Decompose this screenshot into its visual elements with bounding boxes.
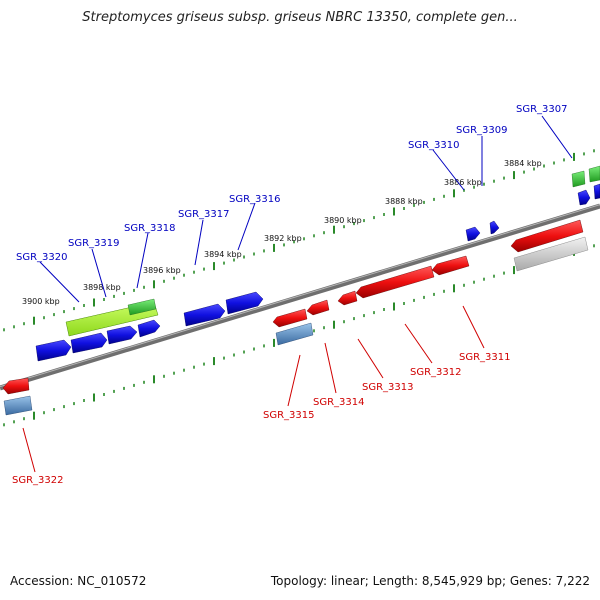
gene-sgr-3307-rna[interactable] (571, 170, 586, 188)
scale-label-3884: 3884 kbp (504, 159, 542, 168)
gene-sgr-3316b[interactable] (225, 291, 264, 315)
scale-label-3900: 3900 kbp (22, 297, 60, 306)
gene-sgr-3309[interactable] (489, 220, 500, 235)
gene-sgr-3306-pseudo[interactable] (513, 236, 589, 272)
scale-label-3888: 3888 kbp (385, 197, 423, 206)
gene-sgr-3318[interactable] (106, 325, 138, 345)
gene-sgr-3314[interactable] (306, 299, 330, 316)
gene-sgr-3322-pseudo[interactable] (3, 395, 33, 416)
gene-label-sgr-3316[interactable]: SGR_3316 (229, 194, 281, 205)
gene-sgr-3311[interactable] (431, 255, 470, 276)
gene-sgr-3316[interactable] (183, 303, 226, 327)
genome-backbone (0, 203, 600, 391)
scale-label-3890: 3890 kbp (324, 216, 362, 225)
gene-sgr-3306[interactable] (510, 219, 584, 253)
gene-label-sgr-3318[interactable]: SGR_3318 (124, 223, 176, 234)
gene-label-sgr-3317[interactable]: SGR_3317 (178, 209, 230, 220)
gene-label-sgr-3309[interactable]: SGR_3309 (456, 125, 508, 136)
gene-label-sgr-3311[interactable]: SGR_3311 (459, 352, 511, 363)
gene-label-sgr-3315[interactable]: SGR_3315 (263, 410, 315, 421)
scale-label-3886: 3886 kbp (444, 178, 482, 187)
gene-label-sgr-3312[interactable]: SGR_3312 (410, 367, 462, 378)
label-leaders (22, 115, 573, 473)
gene-sgr-3315-pseudo[interactable] (275, 322, 314, 346)
gene-sgr-3310[interactable] (465, 226, 481, 242)
scale-label-3892: 3892 kbp (264, 234, 302, 243)
gene-sgr-3313[interactable] (337, 290, 358, 306)
gene-sgr-3308[interactable] (577, 189, 591, 206)
genome-backbone-highlight (0, 204, 600, 388)
gene-sgr-3319[interactable] (70, 332, 108, 354)
scale-label-3896: 3896 kbp (143, 266, 181, 275)
gene-label-sgr-3320[interactable]: SGR_3320 (16, 252, 68, 263)
reverse-gene-labels: SGR_3311 SGR_3312 SGR_3313 SGR_3314 SGR_… (12, 352, 511, 486)
gene-sgr-3315[interactable] (272, 308, 308, 328)
gene-sgr-3316-rrna-b[interactable] (127, 298, 157, 316)
map-title: Streptomyces griseus subsp. griseus NBRC… (82, 10, 518, 25)
gene-label-sgr-3307[interactable]: SGR_3307 (516, 104, 568, 115)
forward-gene-labels: SGR_3307 SGR_3309 SGR_3310 SGR_3316 SGR_… (16, 104, 568, 263)
scale-label-3894: 3894 kbp (204, 250, 242, 259)
gene-sgr-3322[interactable] (2, 377, 30, 395)
gene-label-sgr-3313[interactable]: SGR_3313 (362, 382, 414, 393)
gene-sgr-3307[interactable] (593, 183, 600, 200)
scale-label-3898: 3898 kbp (83, 283, 121, 292)
gene-label-sgr-3314[interactable]: SGR_3314 (313, 397, 365, 408)
gene-label-sgr-3322[interactable]: SGR_3322 (12, 475, 64, 486)
gene-label-sgr-3319[interactable]: SGR_3319 (68, 238, 120, 249)
accession-text: Accession: NC_010572 (10, 574, 147, 588)
reverse-features (2, 219, 589, 416)
genome-summary-text: Topology: linear; Length: 8,545,929 bp; … (270, 574, 590, 588)
gene-sgr-3306-rna[interactable] (588, 165, 600, 183)
gene-sgr-3317[interactable] (137, 319, 161, 338)
gene-label-sgr-3310[interactable]: SGR_3310 (408, 140, 460, 151)
forward-features (35, 165, 600, 362)
gene-sgr-3320[interactable] (35, 339, 72, 362)
scale-labels: 3884 kbp 3886 kbp 3888 kbp 3890 kbp 3892… (22, 159, 542, 306)
upper-tick-track (3, 149, 595, 332)
gene-sgr-3312[interactable] (355, 265, 435, 299)
